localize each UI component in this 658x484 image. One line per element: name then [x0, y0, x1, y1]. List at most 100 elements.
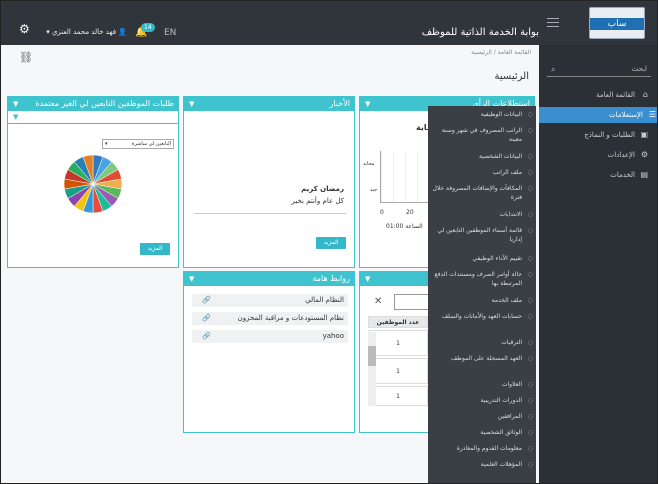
- circle-icon: ◌: [527, 355, 533, 362]
- chevron-down-icon[interactable]: ▼: [365, 275, 371, 283]
- circle-icon: ◌: [527, 381, 533, 388]
- notification-badge: 14: [141, 23, 155, 32]
- divider: [194, 213, 346, 214]
- submenu-item[interactable]: ◌ المؤهلات العلمية: [480, 461, 533, 468]
- settings-icon: ⚙: [640, 150, 648, 159]
- submenu-item[interactable]: ◌ العهد المسجلة على الموظف: [450, 355, 533, 362]
- more-button[interactable]: المزيد: [140, 243, 170, 255]
- sidebar-item-requests[interactable]: ▣ الطلبات و النماذج: [541, 127, 651, 143]
- column-header: عدد الموظفين: [368, 316, 428, 328]
- circle-icon: ◌: [527, 461, 533, 468]
- unlink-icon[interactable]: ⛓: [19, 51, 33, 64]
- card-links: ▼ روابط هامة 🔗 النظام المالي 🔗 نظام المستود…: [183, 271, 355, 433]
- chart-subtitle: ماية: [416, 123, 432, 132]
- circle-icon: ◌: [527, 429, 533, 436]
- submenu-item[interactable]: ◌ حسابات العهد والأمانات والسلف: [441, 313, 533, 320]
- services-icon: ▤: [640, 170, 648, 179]
- circle-icon: ◌: [527, 339, 533, 346]
- breadcrumb-home[interactable]: الرئيسية: [471, 49, 492, 56]
- link-icon: 🔗: [202, 296, 211, 304]
- card-header: ▼ الأخبار: [184, 97, 354, 111]
- inquiries-submenu: ◌ البيانات الوظيفية ◌ الراتب المصروف في شهر…: [428, 106, 536, 483]
- submenu-item[interactable]: ◌ معلومات القدوم والمغادرة: [456, 445, 533, 452]
- circle-icon: ◌: [527, 397, 533, 404]
- circle-icon: ◌: [527, 413, 533, 420]
- chevron-down-icon[interactable]: ▼: [189, 275, 195, 283]
- user-name: فهد خالد محمد العنزي: [51, 28, 117, 36]
- submenu-item[interactable]: ◌ ملف الخدمة: [491, 297, 533, 304]
- submenu-item[interactable]: ◌ البيانات الشخصية: [479, 153, 533, 160]
- home-icon: ⌂: [642, 90, 648, 99]
- card-header: ▼ طلبات الموظفين التابعين لي الغير معتمدة: [8, 97, 178, 111]
- circle-icon: ◌: [527, 111, 533, 118]
- link-item[interactable]: 🔗 نظام المستودعات و مراقبة المخزون: [192, 312, 348, 325]
- submenu-item[interactable]: ◌ حالة أوامر الصرف ومستندات الدفع المرتبط…: [434, 271, 533, 287]
- search-input[interactable]: ابحث: [547, 65, 651, 77]
- submenu-item[interactable]: ◌ الوثائق الشخصية: [480, 429, 533, 436]
- link-icon: 🔗: [202, 314, 211, 322]
- circle-icon: ◌: [527, 153, 533, 160]
- submenu-item[interactable]: ◌ المكافآت والإضافات المصروفة خلال فترة: [432, 185, 533, 201]
- circle-icon: ◌: [527, 127, 533, 134]
- scroll-thumb[interactable]: [368, 346, 376, 366]
- link-item[interactable]: 🔗 النظام المالي: [192, 294, 348, 307]
- search-icon[interactable]: ⌕: [551, 65, 556, 74]
- sidebar-item-general[interactable]: ⌂ القائمة العامة: [541, 87, 651, 103]
- submenu-item[interactable]: ◌ المرافقين: [497, 413, 533, 420]
- submenu-item[interactable]: ◌ البيانات الوظيفية: [480, 111, 533, 118]
- submenu-item[interactable]: ◌ ملف الراتب: [492, 169, 533, 176]
- tick-label: 0: [380, 209, 384, 216]
- tick-label: 20: [406, 209, 414, 216]
- submenu-item[interactable]: ◌ قائمة أسماء الموظفين التابعين لي إداريا: [437, 227, 533, 243]
- portal-title: بوابة الخدمة الذاتية للموظف: [421, 27, 539, 38]
- axis-label: محايد: [363, 161, 375, 167]
- table-cell: 1: [368, 358, 428, 384]
- pie-chart: [63, 154, 123, 214]
- submenu-item[interactable]: ◌ العلاوات: [501, 381, 533, 388]
- more-button[interactable]: المزيد: [316, 237, 346, 249]
- circle-icon: ◌: [527, 255, 533, 262]
- menu-toggle-icon[interactable]: [547, 18, 559, 27]
- list-icon: ☰: [648, 110, 656, 119]
- submenu-item[interactable]: ◌ تقييم الأداء الوظيفي: [472, 255, 533, 262]
- submenu-item[interactable]: ◌ الترقيات: [501, 339, 533, 346]
- circle-icon: ◌: [527, 169, 533, 176]
- submenu-item[interactable]: ◌ الدورات التدريبية: [480, 397, 533, 404]
- close-icon[interactable]: ✕: [374, 296, 383, 307]
- bell-icon[interactable]: 🔔 14: [135, 23, 155, 39]
- sidebar-item-settings[interactable]: ⚙ الإعدادات: [541, 147, 651, 163]
- news-body: كل عام وأنتم بخير: [291, 197, 344, 205]
- user-menu[interactable]: 👤 فهد خالد محمد العنزي ▾: [46, 28, 127, 36]
- link-item[interactable]: 🔗 yahoo: [192, 330, 348, 343]
- card-header: ▼ روابط هامة: [184, 272, 354, 286]
- sidebar-item-inquiries[interactable]: ☰ الإستعلامات: [539, 107, 657, 123]
- folder-icon: ▣: [640, 130, 648, 139]
- circle-icon: ◌: [527, 445, 533, 452]
- breadcrumb: القائمة العامة / الرئيسية: [471, 49, 531, 56]
- submenu-item[interactable]: ◌ الانتدابات: [499, 211, 533, 218]
- sidebar-item-services[interactable]: ▤ الخدمات: [541, 167, 651, 183]
- filter-select[interactable]: ▾ التابعين لي مباشرة: [102, 139, 174, 149]
- breadcrumb-general[interactable]: القائمة العامة: [497, 49, 531, 56]
- chart-area: [380, 151, 430, 203]
- page-title: الرئيسية: [494, 71, 529, 82]
- language-switch[interactable]: EN: [164, 28, 177, 38]
- link-icon: 🔗: [202, 332, 211, 340]
- table-cell: 1: [368, 386, 428, 406]
- top-header: ساب بوابة الخدمة الذاتية للموظف ⚙ 👤 فهد …: [1, 1, 657, 45]
- chevron-down-icon[interactable]: ▼: [189, 100, 195, 108]
- circle-icon: ◌: [527, 313, 533, 320]
- chevron-down-icon[interactable]: ▼: [13, 100, 19, 108]
- active-pointer: [537, 111, 542, 119]
- pie-slice: [82, 154, 94, 185]
- chevron-down-icon[interactable]: ▼: [13, 113, 19, 121]
- circle-icon: ◌: [527, 297, 533, 304]
- news-title: رمضان كريم: [301, 185, 344, 193]
- submenu-item[interactable]: ◌ الراتب المصروف في شهر وسنة معينة: [441, 127, 533, 143]
- time-label: الساعة 01:00: [386, 223, 423, 230]
- chevron-down-icon[interactable]: ▼: [365, 100, 371, 108]
- scrollbar[interactable]: [368, 332, 376, 406]
- circle-icon: ◌: [527, 271, 533, 278]
- gear-icon[interactable]: ⚙: [19, 22, 30, 36]
